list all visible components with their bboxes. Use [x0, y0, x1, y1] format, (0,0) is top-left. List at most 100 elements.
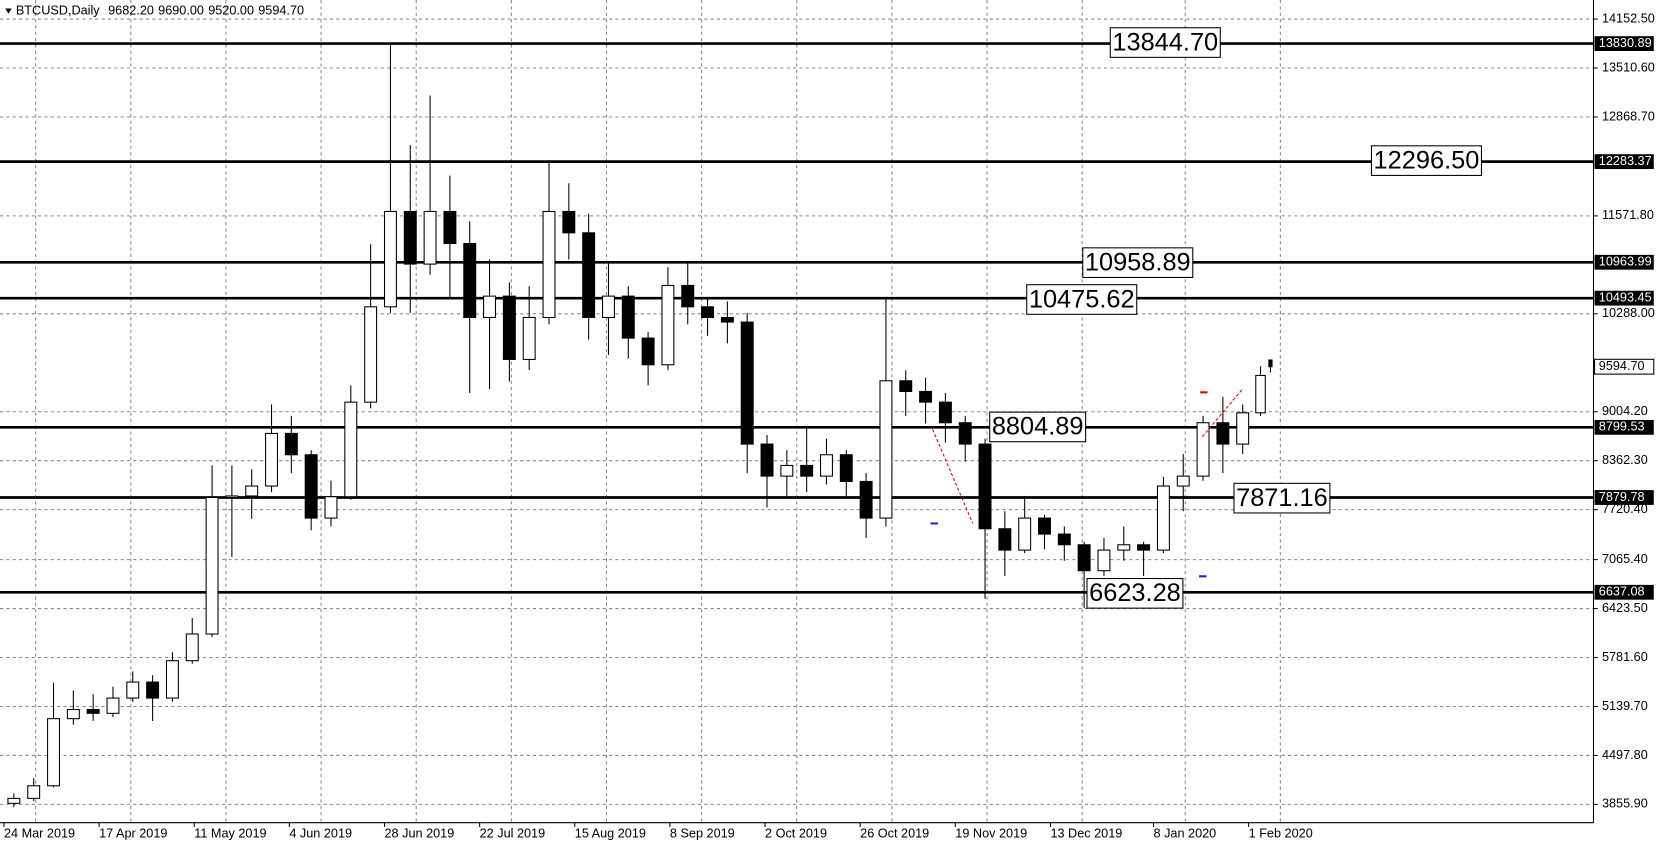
candle-body: [1236, 412, 1250, 445]
candle: [1268, 359, 1273, 373]
candle: [1117, 526, 1131, 561]
candle-body: [1117, 544, 1131, 551]
candle: [760, 434, 774, 508]
x-tick-label: 8 Jan 2020: [1154, 827, 1217, 841]
candle: [958, 415, 972, 462]
candle-body: [1255, 374, 1266, 414]
candle: [839, 450, 853, 496]
candle-body: [780, 464, 794, 477]
candle-body: [1097, 549, 1111, 572]
annotation-box: [1370, 145, 1482, 176]
candle: [443, 175, 457, 298]
levels: [0, 42, 1594, 594]
candle-body: [502, 295, 516, 360]
candle: [641, 331, 655, 386]
x-tick-label: 24 Mar 2019: [4, 827, 75, 841]
y-tick-label: 13510.60: [1602, 60, 1655, 74]
annotations: 13844.70 12296.50 10958.89 10475.62 8804.89 7…: [989, 27, 1482, 609]
candle: [701, 297, 715, 336]
candle: [27, 778, 41, 802]
candle-body: [800, 464, 814, 477]
candle: [1057, 526, 1071, 561]
candle: [284, 415, 298, 474]
candle-body: [938, 401, 952, 424]
candle-body: [66, 708, 80, 720]
candle-body: [1038, 517, 1051, 535]
annotation-box: [1026, 284, 1138, 315]
candle-body: [839, 454, 853, 482]
candle-body: [1176, 475, 1190, 487]
candle-body: [106, 697, 120, 714]
annotation-label: 12296.50: [1374, 146, 1480, 174]
signal-line: [932, 429, 974, 524]
level-label-box: [1594, 419, 1654, 435]
candle-body: [760, 443, 774, 477]
candle: [265, 404, 279, 493]
annotation-label: 10475.62: [1029, 285, 1135, 313]
x-tick-label: 26 Oct 2019: [860, 827, 929, 841]
candle-body: [344, 401, 358, 498]
candle-body: [1137, 544, 1151, 551]
level-label: 8799.53: [1599, 420, 1645, 434]
annotation-label: 7871.16: [1236, 484, 1328, 512]
candle-body: [958, 422, 972, 445]
y-tick-label: 8362.30: [1602, 453, 1648, 467]
candle: [86, 694, 100, 721]
candle-body: [641, 337, 655, 366]
candle: [245, 469, 259, 519]
level-label-box: [1594, 254, 1654, 270]
candle-body: [304, 454, 318, 519]
candle: [879, 297, 893, 527]
candle-body: [1077, 544, 1091, 572]
y-tick-label: 5139.70: [1602, 699, 1648, 713]
y-tick-label: 4497.80: [1602, 748, 1648, 762]
candle: [1097, 537, 1111, 577]
candle-body: [284, 432, 298, 456]
candle-body: [165, 660, 179, 699]
y-tick-label: 3855.90: [1602, 797, 1648, 811]
candle: [403, 145, 417, 313]
candle: [1137, 541, 1151, 577]
level-label: 7879.78: [1599, 490, 1645, 504]
candle: [205, 465, 219, 638]
candle: [720, 301, 734, 344]
level-label: 6637.08: [1599, 585, 1645, 599]
candle: [938, 392, 952, 443]
candle: [740, 312, 754, 474]
annotation-box: [989, 411, 1087, 443]
annotation-label: 13844.70: [1112, 28, 1218, 56]
annotation-label: 8804.89: [992, 413, 1084, 441]
candle-body: [820, 454, 833, 477]
x-tick-label: 4 Jun 2019: [289, 827, 352, 841]
candle: [820, 438, 833, 485]
candle: [899, 370, 913, 416]
y-tick-label: 12868.70: [1602, 109, 1655, 123]
candle: [859, 473, 873, 538]
candle: [562, 183, 576, 260]
y-tick-label: 9004.20: [1602, 404, 1648, 418]
x-tick-label: 17 Apr 2019: [99, 827, 167, 841]
header-value: 9520.00: [208, 4, 254, 18]
y-tick-label: 7065.40: [1602, 552, 1648, 566]
candle-body: [522, 316, 536, 360]
x-tick-label: 13 Dec 2019: [1050, 827, 1122, 841]
candle-body: [582, 232, 596, 319]
candle-body: [463, 242, 477, 319]
candle: [304, 450, 318, 531]
candle: [383, 43, 397, 313]
candle-body: [443, 210, 457, 245]
candle: [919, 377, 933, 424]
candle-body: [265, 432, 279, 487]
candle-body: [146, 681, 160, 699]
y-tick-label: 7720.40: [1602, 502, 1648, 516]
symbol: BTCUSD,Daily: [16, 4, 100, 18]
candle: [364, 244, 378, 409]
candle: [324, 480, 338, 527]
candle: [800, 427, 814, 493]
y-tick-label: 6423.50: [1602, 601, 1648, 615]
x-tick-label: 22 Jul 2019: [480, 827, 546, 841]
candle-body: [621, 295, 635, 339]
candle-body: [919, 390, 933, 403]
candle: [1018, 495, 1032, 554]
candle: [1196, 415, 1210, 481]
